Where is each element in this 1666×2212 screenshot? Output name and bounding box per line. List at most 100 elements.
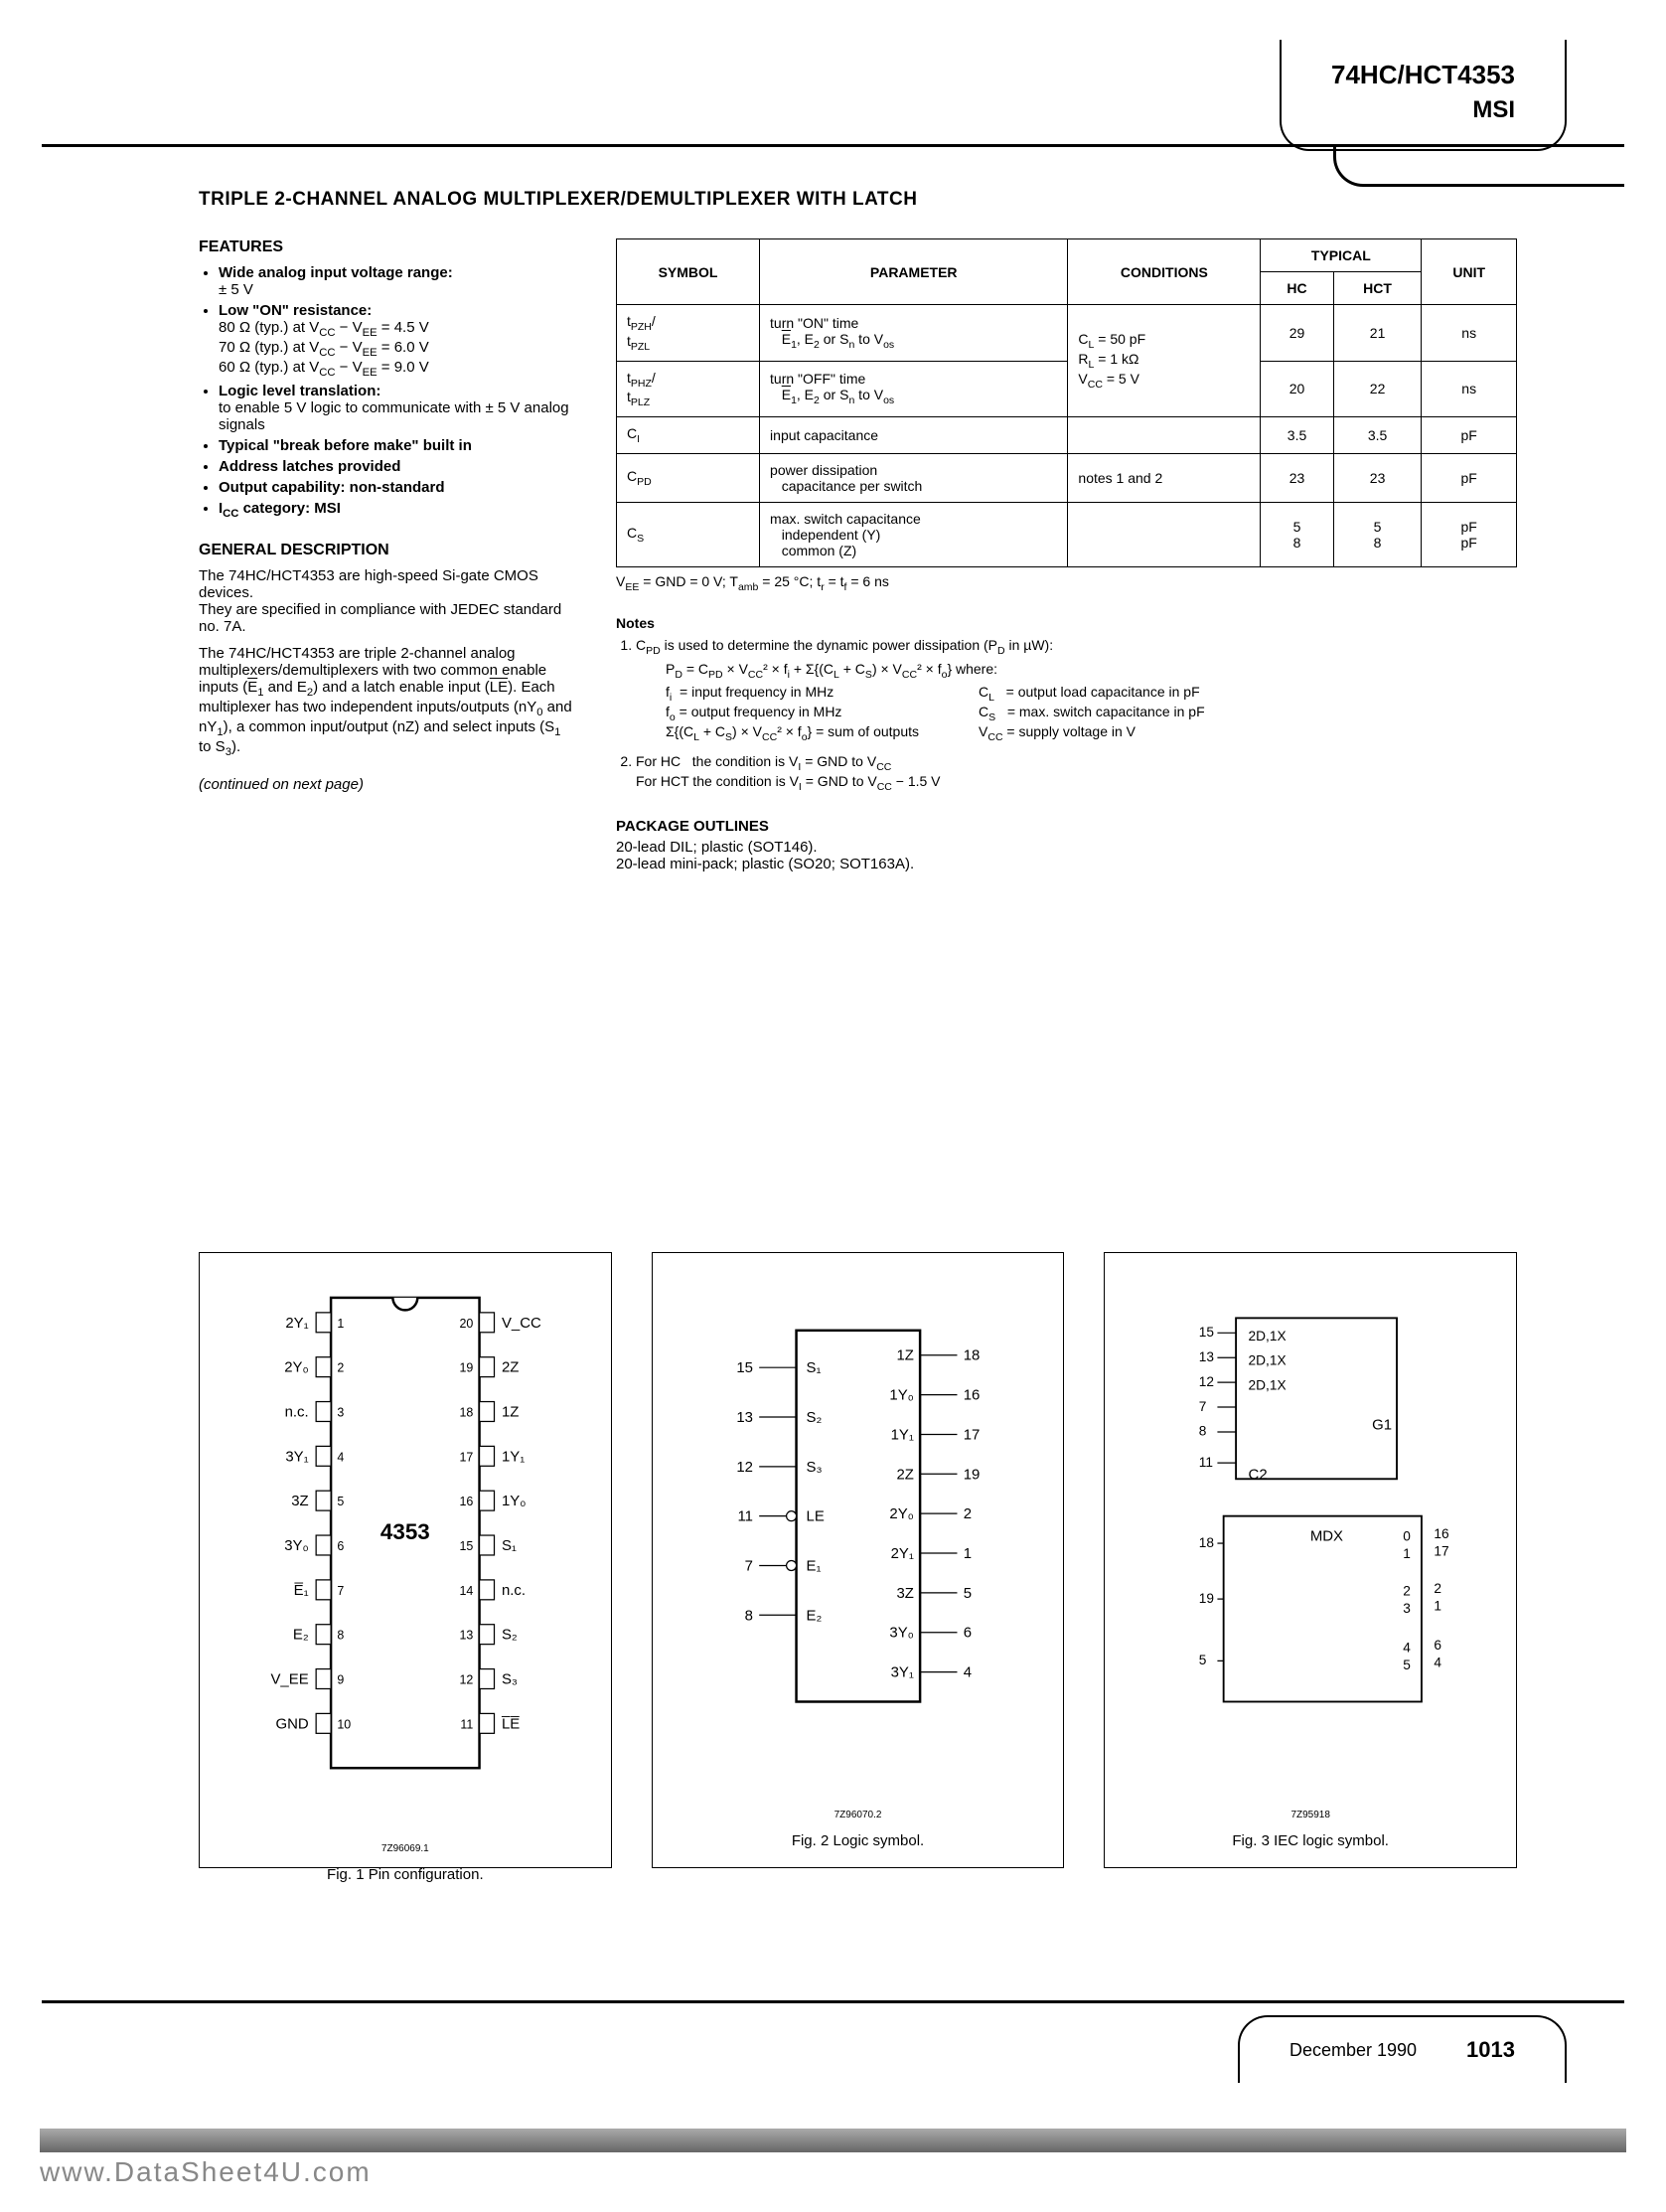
svg-text:8: 8	[1199, 1424, 1207, 1439]
svg-text:2: 2	[1404, 1583, 1412, 1598]
svg-text:5: 5	[1404, 1658, 1412, 1672]
svg-text:1: 1	[1404, 1546, 1412, 1561]
svg-text:MDX: MDX	[1310, 1527, 1343, 1544]
svg-text:19: 19	[963, 1466, 980, 1483]
svg-text:1Y₁: 1Y₁	[890, 1426, 913, 1443]
svg-text:5: 5	[337, 1495, 344, 1508]
svg-text:E₂: E₂	[293, 1627, 309, 1644]
svg-text:6: 6	[337, 1539, 344, 1553]
svg-text:2: 2	[963, 1505, 971, 1522]
svg-text:13: 13	[736, 1409, 753, 1426]
svg-text:17: 17	[459, 1450, 473, 1464]
figures-row: 4353 12Y₁22Y₀3n.c.43Y₁53Z63Y₀7E̅₁8E₂9V_E…	[199, 1252, 1517, 1868]
svg-text:9: 9	[337, 1673, 344, 1687]
svg-text:2D,1X: 2D,1X	[1249, 1329, 1287, 1343]
fig1-caption: Fig. 1 Pin configuration.	[200, 1854, 611, 1901]
svg-text:3Y₁: 3Y₁	[285, 1448, 308, 1465]
svg-text:6: 6	[963, 1625, 971, 1642]
header-tab: 74HC/HCT4353 MSI	[1280, 40, 1567, 151]
svg-text:V_CC: V_CC	[502, 1315, 541, 1332]
svg-text:2: 2	[1435, 1581, 1442, 1596]
figure-2: 15S₁13S₂12S₃11LE7E₁8E₂ 1Z181Y₀161Y₁172Z1…	[652, 1252, 1065, 1868]
figure-3: G1 C2 MDX 15 13 12 7 8 11 18 19 5 1617	[1104, 1252, 1517, 1868]
svg-text:18: 18	[459, 1405, 473, 1419]
svg-text:2Y₁: 2Y₁	[285, 1315, 308, 1332]
svg-text:18: 18	[1199, 1535, 1215, 1550]
svg-text:11: 11	[737, 1508, 753, 1525]
svg-text:0: 0	[1404, 1528, 1412, 1543]
package-line: 20-lead DIL; plastic (SOT146).	[616, 839, 1517, 856]
svg-text:2Y₀: 2Y₀	[284, 1359, 308, 1376]
svg-text:1: 1	[1435, 1598, 1442, 1613]
top-rule	[42, 144, 1624, 147]
svg-text:8: 8	[744, 1607, 752, 1624]
svg-text:E̅₁: E̅₁	[294, 1582, 309, 1599]
table-row: CS max. switch capacitance independent (…	[617, 502, 1517, 566]
svg-text:1Z: 1Z	[502, 1403, 519, 1420]
svg-text:1: 1	[337, 1317, 344, 1331]
svg-text:19: 19	[1199, 1591, 1214, 1606]
svg-text:7: 7	[337, 1584, 344, 1598]
svg-text:3Z: 3Z	[291, 1493, 308, 1509]
svg-text:V_EE: V_EE	[270, 1671, 308, 1688]
feature-item: ICC category: MSI	[219, 500, 576, 520]
content: TRIPLE 2-CHANNEL ANALOG MULTIPLEXER/DEMU…	[199, 189, 1517, 872]
fig3-ref: 7Z95918	[1105, 1810, 1516, 1820]
svg-text:11: 11	[1199, 1455, 1213, 1470]
svg-text:7: 7	[1199, 1399, 1207, 1414]
gendesc-heading: GENERAL DESCRIPTION	[199, 542, 576, 559]
svg-text:1Y₀: 1Y₀	[889, 1386, 913, 1403]
table-footnote: VEE = GND = 0 V; Tamb = 25 °C; tr = tf =…	[616, 573, 1517, 593]
svg-text:n.c.: n.c.	[285, 1403, 309, 1420]
svg-text:2: 2	[337, 1361, 344, 1375]
th-symbol: SYMBOL	[617, 239, 760, 305]
svg-text:E₁: E₁	[806, 1557, 821, 1574]
svg-text:2Y₀: 2Y₀	[889, 1505, 913, 1522]
features-heading: FEATURES	[199, 238, 576, 256]
footer-tab: December 1990 1013	[1238, 2015, 1567, 2083]
page-title: TRIPLE 2-CHANNEL ANALOG MULTIPLEXER/DEMU…	[199, 189, 1517, 211]
notes-section: Notes CPD is used to determine the dynam…	[616, 615, 1517, 793]
svg-text:LE: LE	[806, 1508, 824, 1525]
svg-text:1Z: 1Z	[896, 1347, 913, 1364]
table-row: CPD power dissipation capacitance per sw…	[617, 453, 1517, 502]
svg-text:17: 17	[1435, 1543, 1449, 1558]
svg-text:2D,1X: 2D,1X	[1249, 1377, 1287, 1392]
svg-text:8: 8	[337, 1629, 344, 1643]
th-hc: HC	[1261, 272, 1333, 305]
svg-text:2Z: 2Z	[502, 1359, 519, 1376]
svg-text:S₁: S₁	[502, 1537, 517, 1554]
fig1-ref: 7Z96069.1	[200, 1843, 611, 1854]
svg-text:S₂: S₂	[502, 1627, 518, 1644]
table-row: tPZH/tPZL turn "ON" time E1, E2 or Sn to…	[617, 305, 1517, 362]
feature-item: Wide analog input voltage range:± 5 V	[219, 264, 576, 298]
watermark-bar	[40, 2129, 1626, 2152]
left-column: FEATURES Wide analog input voltage range…	[199, 238, 576, 872]
svg-text:4: 4	[963, 1663, 971, 1680]
svg-text:3Y₀: 3Y₀	[284, 1537, 308, 1554]
svg-text:20: 20	[459, 1317, 473, 1331]
part-number: 74HC/HCT4353	[1331, 60, 1515, 90]
note1-equation: PD = CPD × VCC² × fi + Σ{(CL + CS) × VCC…	[636, 661, 1517, 681]
svg-text:16: 16	[1435, 1526, 1450, 1541]
header-msi: MSI	[1331, 96, 1515, 124]
table-row: tPHZ/tPLZ turn "OFF" time E1, E2 or Sn t…	[617, 361, 1517, 417]
svg-text:15: 15	[459, 1539, 473, 1553]
bottom-rule	[42, 2000, 1624, 2003]
svg-text:10: 10	[337, 1717, 351, 1731]
svg-text:C2: C2	[1249, 1466, 1268, 1483]
notes-heading: Notes	[616, 615, 1517, 631]
logic-symbol-svg: 15S₁13S₂12S₃11LE7E₁8E₂ 1Z181Y₀161Y₁172Z1…	[673, 1281, 1044, 1776]
package-line: 20-lead mini-pack; plastic (SO20; SOT163…	[616, 856, 1517, 872]
svg-text:S₂: S₂	[806, 1409, 822, 1426]
svg-text:S₁: S₁	[806, 1359, 821, 1376]
features-list: Wide analog input voltage range:± 5 V Lo…	[199, 264, 576, 520]
svg-text:1Y₁: 1Y₁	[502, 1448, 525, 1465]
general-description: The 74HC/HCT4353 are high-speed Si-gate …	[199, 567, 576, 758]
table-row: CIinput capacitance 3.53.5pF	[617, 417, 1517, 454]
svg-text:12: 12	[459, 1673, 473, 1687]
svg-text:L̅E̅: L̅E̅	[501, 1715, 520, 1732]
feature-item: Logic level translation:to enable 5 V lo…	[219, 383, 576, 433]
svg-text:3: 3	[337, 1405, 344, 1419]
svg-text:18: 18	[963, 1347, 980, 1364]
